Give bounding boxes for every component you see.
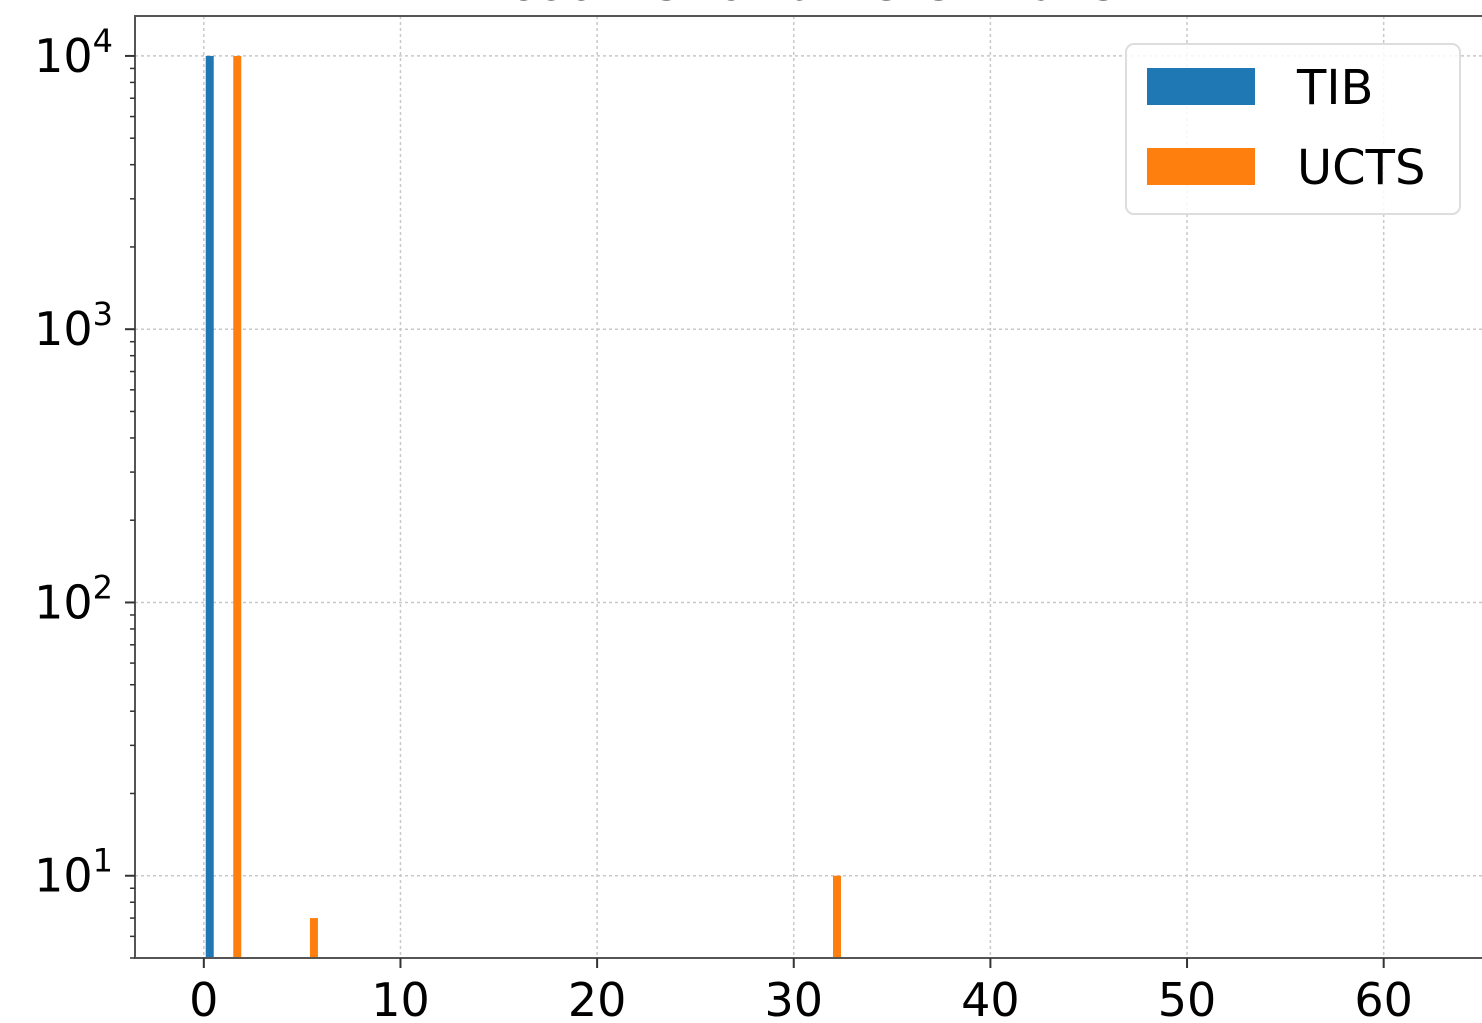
y-tick-label-base: 10 — [34, 575, 93, 629]
grid — [135, 16, 1482, 958]
x-tick-label: 30 — [764, 973, 823, 1023]
y-tick-label: 104 — [34, 22, 113, 83]
y-tick-label-exponent: 2 — [93, 568, 113, 606]
legend-swatch-tib — [1147, 68, 1255, 105]
legend-swatch-ucts — [1147, 148, 1255, 185]
bar-ucts — [233, 55, 242, 959]
y-tick-label: 102 — [34, 568, 113, 629]
y-tick-label-exponent: 1 — [93, 842, 113, 880]
y-tick-label-exponent: 3 — [93, 295, 113, 333]
x-tick-label: 20 — [568, 973, 627, 1023]
y-tick-label-exponent: 4 — [93, 22, 113, 60]
legend: TIB UCTS — [1125, 43, 1461, 215]
bars — [205, 55, 842, 959]
y-tick-label-base: 10 — [34, 849, 93, 903]
x-tick-label: 50 — [1158, 973, 1217, 1023]
y-tick-label: 101 — [34, 842, 113, 903]
legend-label-tib: TIB — [1296, 60, 1373, 116]
x-tick-label: 40 — [961, 973, 1020, 1023]
x-tick-label: 10 — [371, 973, 430, 1023]
y-tick-label-base: 10 — [34, 29, 93, 83]
bar-ucts — [309, 918, 318, 958]
x-tick-label: 60 — [1354, 973, 1413, 1023]
plot-area-frame — [134, 15, 1482, 959]
bar-ucts — [833, 875, 842, 958]
x-axis: 0 10 20 30 40 50 60 — [189, 958, 1413, 1023]
bar-tib — [205, 55, 214, 959]
legend-label-ucts: UCTS — [1297, 140, 1425, 196]
y-tick-label-base: 10 — [34, 302, 93, 356]
chart-title: counts for different bits — [507, 0, 1118, 13]
x-tick-label: 0 — [189, 973, 218, 1023]
y-tick-label: 103 — [34, 295, 113, 356]
